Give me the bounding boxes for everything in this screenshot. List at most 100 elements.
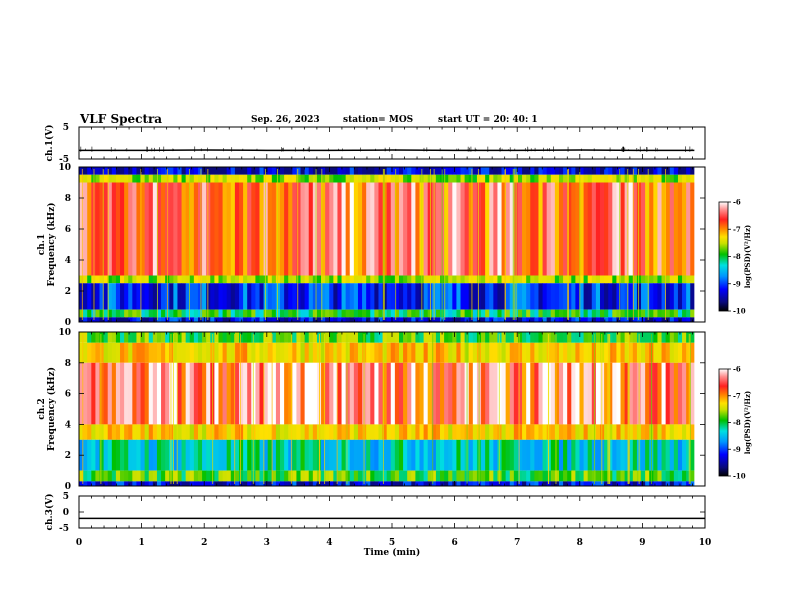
heatmap-cell	[99, 470, 105, 482]
heatmap-cell	[169, 182, 174, 276]
heatmap-cell	[657, 481, 662, 486]
heatmap-cell	[226, 309, 232, 318]
heatmap-cell	[378, 283, 383, 310]
heatmap-cell	[284, 332, 289, 343]
heatmap-cell	[456, 167, 461, 175]
heatmap-cell	[177, 332, 182, 343]
heatmap-cell	[456, 317, 461, 322]
heatmap-cell	[394, 182, 400, 276]
heatmap-cell	[571, 470, 576, 482]
heatmap-cell	[542, 174, 548, 183]
heatmap-cell	[489, 309, 494, 318]
heatmap-cell	[501, 332, 507, 343]
heatmap-cell	[624, 332, 630, 343]
heatmap-cell	[522, 275, 527, 284]
heatmap-cell	[300, 182, 306, 276]
heatmap-cell	[234, 470, 240, 482]
heatmap-cell	[349, 470, 355, 482]
heatmap-cell	[563, 317, 568, 322]
y-tick-label: 0	[63, 508, 69, 518]
heatmap-cell	[95, 424, 100, 440]
y-axis-label: Frequency (kHz)	[46, 202, 57, 286]
heatmap-cell	[271, 470, 277, 482]
heatmap-cell	[214, 342, 219, 363]
heatmap-cell	[403, 362, 408, 425]
heatmap-cell	[575, 309, 580, 318]
heatmap-cell	[120, 424, 125, 440]
heatmap-cell	[222, 167, 228, 175]
heatmap-cell	[427, 275, 433, 284]
heatmap-cell	[321, 275, 326, 284]
heatmap-cell	[665, 424, 671, 440]
heatmap-cell	[456, 342, 461, 363]
heatmap-cell	[604, 309, 609, 318]
heatmap-cell	[148, 167, 154, 175]
heatmap-cell	[337, 167, 342, 175]
heatmap-cell	[99, 481, 105, 486]
heatmap-cell	[608, 309, 613, 318]
heatmap-cell	[444, 309, 449, 318]
heatmap-cell	[538, 481, 543, 486]
heatmap-cell	[513, 362, 519, 425]
heatmap-cell	[255, 309, 260, 318]
heatmap-cell	[169, 470, 174, 482]
heatmap-cell	[238, 332, 244, 343]
heatmap-cell	[636, 317, 642, 322]
heatmap-cell	[526, 439, 531, 471]
heatmap-cell	[517, 342, 523, 363]
heatmap-cell	[677, 342, 683, 363]
heatmap-cell	[370, 424, 375, 440]
heatmap-cell	[193, 439, 199, 471]
heatmap-cell	[448, 174, 453, 183]
heatmap-cell	[95, 309, 100, 318]
heatmap-cell	[567, 470, 572, 482]
heatmap-cell	[608, 424, 613, 440]
heatmap-cell	[152, 439, 158, 471]
heatmap-cell	[353, 342, 359, 363]
heatmap-cell	[234, 167, 240, 175]
heatmap-cell	[111, 332, 117, 343]
heatmap-cell	[321, 481, 326, 486]
heatmap-cell	[238, 342, 244, 363]
heatmap-cell	[120, 283, 125, 310]
heatmap-cell	[87, 362, 92, 425]
heatmap-cell	[612, 470, 617, 482]
heatmap-cell	[493, 470, 498, 482]
heatmap-cell	[476, 174, 482, 183]
heatmap-cell	[649, 275, 654, 284]
y-tick-label: 5	[63, 492, 69, 502]
heatmap-cell	[161, 275, 166, 284]
heatmap-cell	[99, 332, 105, 343]
heatmap-cell	[152, 481, 158, 486]
heatmap-cell	[226, 332, 232, 343]
heatmap-cell	[243, 317, 248, 322]
heatmap-cell	[669, 167, 675, 175]
heatmap-cell	[312, 332, 318, 343]
heatmap-cell	[427, 174, 433, 183]
heatmap-cell	[193, 342, 199, 363]
heatmap-cell	[296, 317, 301, 322]
heatmap-cell	[608, 317, 613, 322]
heatmap-cell	[632, 182, 638, 276]
heatmap-cell	[489, 182, 494, 276]
heatmap-cell	[357, 174, 363, 183]
heatmap-cell	[542, 283, 548, 310]
heatmap-cell	[349, 342, 355, 363]
heatmap-cell	[649, 182, 654, 276]
heatmap-cell	[448, 481, 453, 486]
heatmap-cell	[292, 317, 297, 322]
heatmap-cell	[83, 362, 88, 425]
heatmap-cell	[464, 275, 470, 284]
heatmap-cell	[275, 332, 281, 343]
heatmap-cell	[489, 362, 494, 425]
heatmap-cell	[460, 439, 466, 471]
heatmap-cell	[234, 174, 240, 183]
heatmap-cell	[657, 317, 662, 322]
heatmap-cell	[608, 470, 613, 482]
heatmap-cell	[686, 275, 691, 284]
heatmap-cell	[612, 317, 617, 322]
heatmap-cell	[460, 424, 466, 440]
heatmap-cell	[669, 275, 675, 284]
heatmap-cell	[337, 309, 342, 318]
heatmap-cell	[448, 283, 453, 310]
